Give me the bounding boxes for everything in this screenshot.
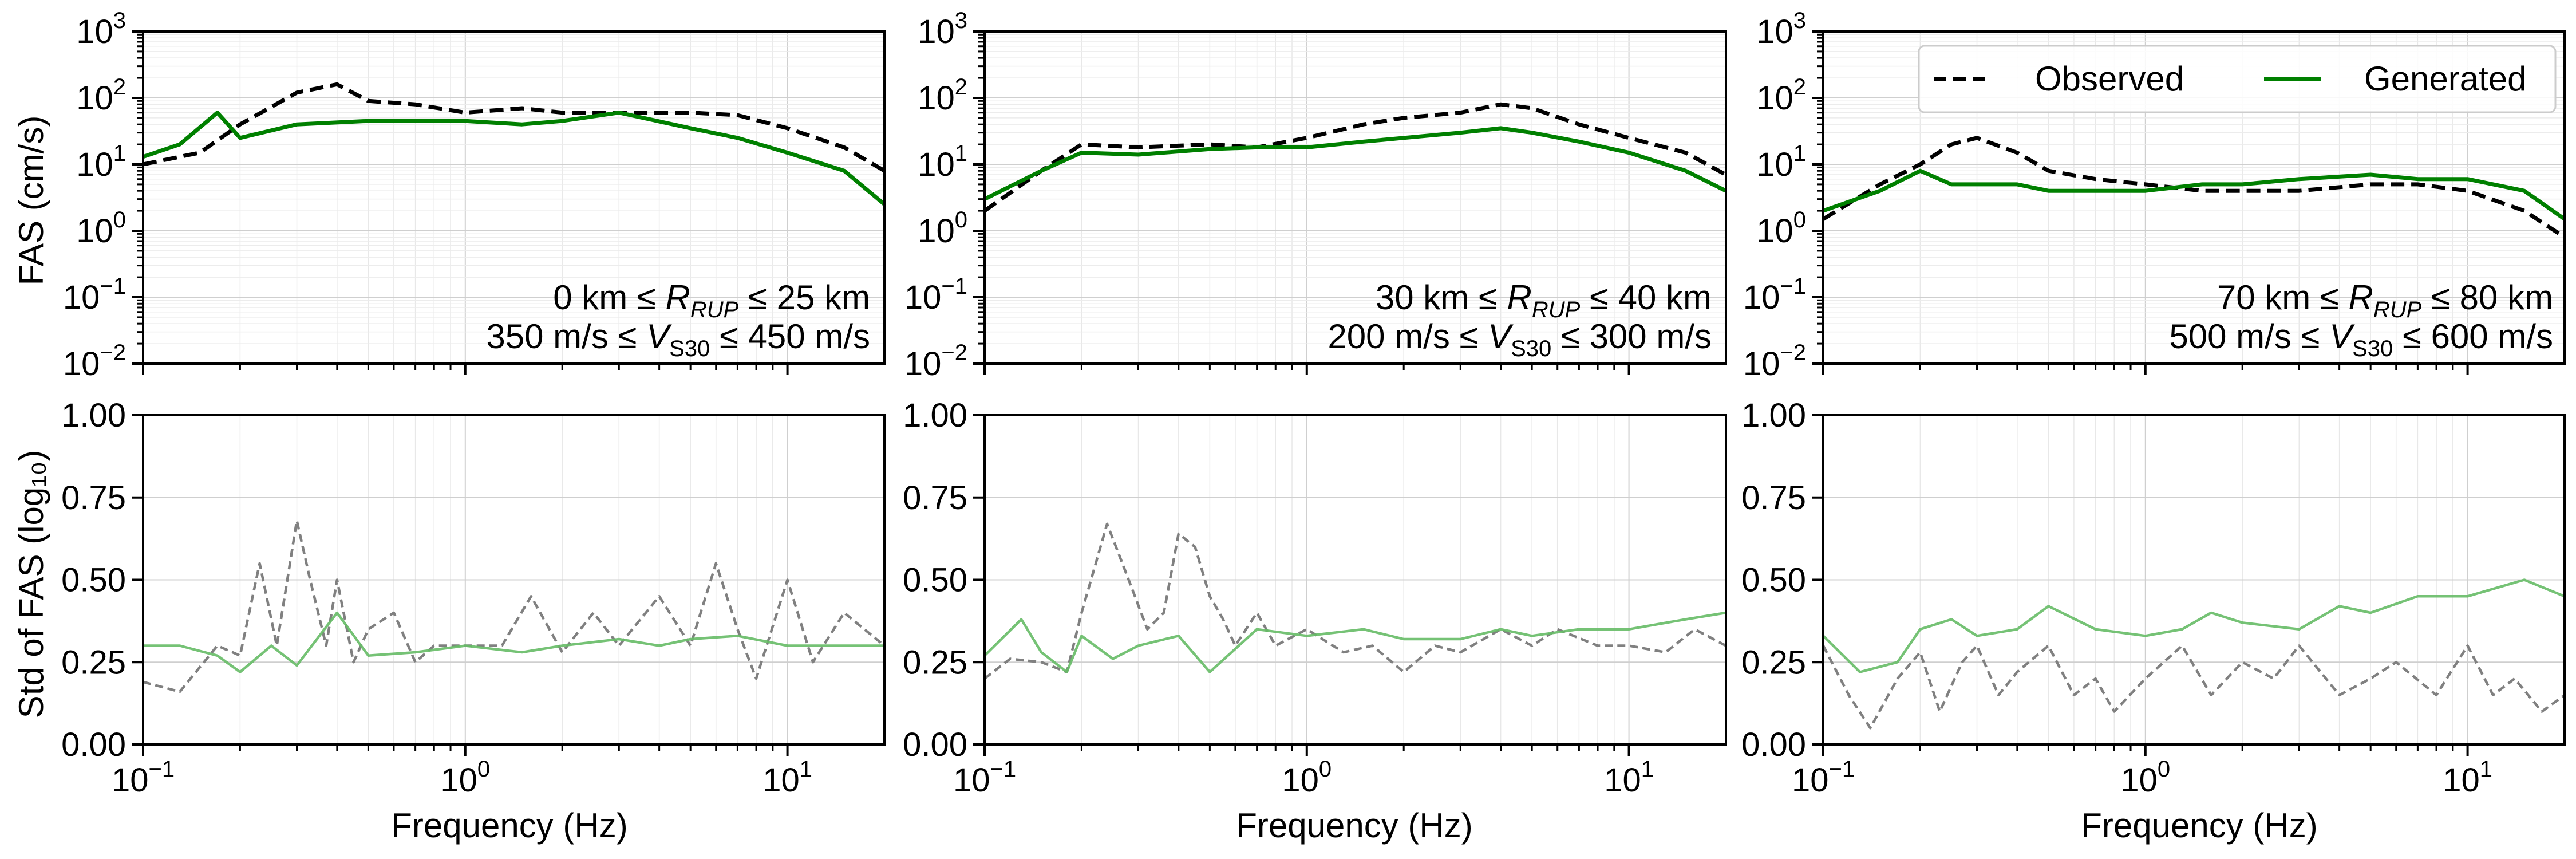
annotation-right: 70 km ≤ RRUP ≤ 80 km 500 m/s ≤ VS30 ≤ 60…	[2169, 278, 2553, 361]
series-generated-line	[1822, 168, 2566, 221]
panel-top-middle: 10−2 10−1 100 101 102 103	[904, 8, 1727, 383]
y-tick-label: 1.00	[903, 397, 967, 434]
y-tick-label: 1.00	[1741, 397, 1806, 434]
y-tick-label: 102	[918, 74, 967, 117]
y-tick-label: 0.00	[1741, 726, 1806, 763]
series-observed-line	[1822, 136, 2566, 239]
y-tick-label: 10−2	[904, 340, 967, 383]
annot-left-line1: 0 km ≤ RRUP ≤ 25 km	[553, 278, 870, 322]
ylabel-bottom: Std of FAS (log₁₀)	[12, 450, 50, 719]
legend-frame	[1918, 45, 2557, 113]
y-tick-label: 101	[1756, 141, 1806, 183]
series-generated-line	[983, 126, 1727, 201]
panel-top-left: 10−2 10−1 100 101 102 103	[63, 8, 886, 383]
y-tick-label: 101	[918, 141, 967, 183]
series-generated-line	[143, 611, 884, 673]
annotation-left: 0 km ≤ RRUP ≤ 25 km 350 m/s ≤ VS30 ≤ 450…	[486, 278, 870, 361]
y-tick-label: 1.00	[61, 397, 126, 434]
annot-middle-line1: 30 km ≤ RRUP ≤ 40 km	[1376, 278, 1712, 322]
y-tick-label: 10−2	[1743, 340, 1806, 383]
y-tick-label: 10−1	[904, 274, 967, 316]
legend-observed-label: Observed	[2035, 60, 2184, 98]
x-tick-label: 100	[2120, 756, 2170, 799]
series-observed-line	[143, 519, 886, 693]
y-tick-label: 103	[918, 8, 967, 50]
y-tick-label: 100	[1756, 207, 1806, 250]
xlabel-right: Frequency (Hz)	[2081, 806, 2317, 845]
x-tick-label: 100	[440, 756, 490, 799]
series-observed-line	[143, 82, 886, 173]
axes-frame	[1822, 30, 2566, 365]
x-tick-label: 10−1	[112, 756, 175, 799]
annot-left-line2: 350 m/s ≤ VS30 ≤ 450 m/s	[486, 317, 870, 361]
legend-generated-label: Generated	[2364, 60, 2527, 98]
y-tick-label: 10−1	[63, 274, 126, 316]
y-tick-label: 0.00	[903, 726, 967, 763]
xlabel-left: Frequency (Hz)	[391, 806, 627, 845]
y-tick-label: 0.00	[61, 726, 126, 763]
x-tick-label: 10−1	[1792, 756, 1855, 799]
y-tick-label: 0.75	[1741, 479, 1806, 517]
annotation-middle: 30 km ≤ RRUP ≤ 40 km 200 m/s ≤ VS30 ≤ 30…	[1327, 278, 1712, 361]
y-tick-label: 101	[76, 141, 126, 183]
panel-bottom-right: 10−1 100 101 0.00 0.25 0.50 0.75 1.00	[1741, 397, 2566, 799]
series-observed-line	[983, 102, 1727, 212]
y-tick-label: 0.25	[61, 644, 126, 681]
panel-bottom-middle: 10−1 100 101 0.00 0.25 0.50 0.75 1.00	[903, 397, 1727, 799]
y-tick-label: 0.75	[903, 479, 967, 517]
y-tick-label: 102	[76, 74, 126, 117]
y-tick-label: 10−1	[1743, 274, 1806, 316]
y-tick-label: 100	[918, 207, 967, 250]
y-tick-label: 103	[1756, 8, 1806, 50]
axes-frame	[142, 30, 886, 365]
y-tick-label: 100	[76, 207, 126, 250]
x-tick-label: 101	[1604, 756, 1654, 799]
xlabel-middle: Frequency (Hz)	[1236, 806, 1472, 845]
annot-right-line1: 70 km ≤ RRUP ≤ 80 km	[2217, 278, 2553, 322]
y-tick-label: 0.50	[1741, 562, 1806, 599]
series-observed-line	[1822, 644, 2566, 730]
legend: Observed Generated	[1918, 45, 2557, 113]
x-tick-label: 101	[762, 756, 812, 799]
x-tick-label: 10−1	[953, 756, 1016, 799]
y-tick-label: 102	[1756, 74, 1806, 117]
series-observed-line	[983, 522, 1727, 680]
y-tick-label: 0.75	[61, 479, 126, 517]
y-tick-label: 0.50	[61, 562, 126, 599]
y-tick-label: 0.25	[1741, 644, 1806, 681]
y-tick-label: 0.25	[903, 644, 967, 681]
panels: 10−2 10−1 100 101 102 103 10−2 10−1 100 101 102 103…	[61, 8, 2566, 799]
axes-frame	[983, 30, 1727, 365]
series-generated-line	[1822, 578, 2565, 673]
series-generated-line	[983, 611, 1726, 673]
ylabel-top: FAS (cm/s)	[12, 116, 50, 286]
series-generated-line	[142, 111, 886, 206]
panel-bottom-left: 10−1 100 101 0.00 0.25 0.50 0.75 1.00	[61, 397, 886, 799]
y-tick-label: 10−2	[63, 340, 126, 383]
y-tick-label: 0.50	[903, 562, 967, 599]
x-tick-label: 100	[1282, 756, 1332, 799]
y-tick-label: 103	[76, 8, 126, 50]
x-tick-label: 101	[2443, 756, 2492, 799]
